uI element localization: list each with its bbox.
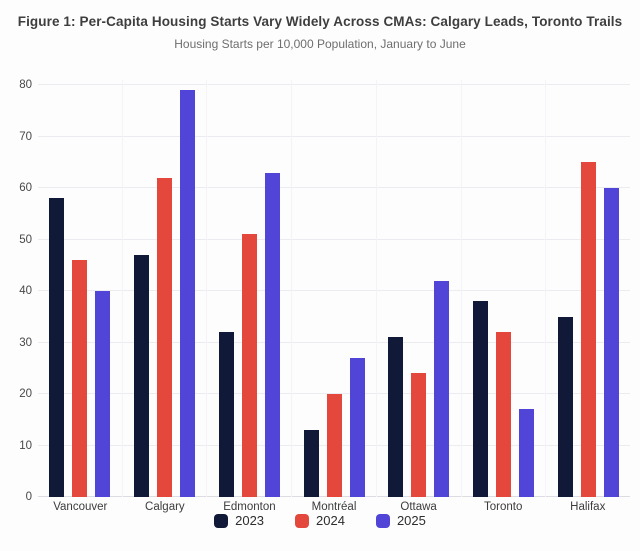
bar-montréal-2025 (349, 357, 365, 497)
bar-calgary-2025 (180, 90, 196, 497)
bar-ottawa-2023 (388, 337, 404, 497)
legend-swatch-2024 (295, 513, 310, 528)
legend-swatch-2025 (375, 513, 390, 528)
gridline-y-70 (38, 135, 630, 137)
legend: 2023 2024 2025 (0, 513, 640, 528)
bar-group-vancouver (38, 80, 122, 497)
bar-vancouver-2024 (72, 260, 88, 497)
bar-ottawa-2024 (411, 373, 427, 497)
legend-label-2025: 2025 (396, 513, 426, 528)
plot-area (38, 80, 630, 497)
legend-item-2023[interactable]: 2023 (214, 513, 264, 528)
x-axis-label-ottawa: Ottawa (400, 501, 437, 513)
y-tick-label: 60 (19, 182, 32, 194)
gridline-y-40 (38, 290, 630, 291)
y-tick-label: 20 (19, 388, 32, 400)
y-tick-label: 50 (19, 233, 32, 246)
bar-group-halifax (545, 80, 630, 497)
legend-item-2024[interactable]: 2024 (295, 513, 345, 528)
bar-toronto-2023 (472, 301, 488, 497)
bar-halifax-2024 (580, 162, 596, 497)
y-tick-label: 10 (19, 439, 32, 452)
legend-swatch-2023 (214, 513, 229, 528)
bar-vancouver-2025 (95, 291, 111, 497)
gridline-y-50 (38, 238, 630, 240)
y-tick-label: 80 (19, 79, 32, 91)
bar-group-toronto (460, 80, 546, 497)
y-tick-label: 30 (19, 336, 32, 349)
bar-edmonton-2023 (218, 332, 234, 497)
bar-edmonton-2024 (241, 234, 257, 497)
bar-group-edmonton (206, 80, 291, 497)
bar-group-ottawa (375, 80, 461, 497)
bar-group-calgary (121, 80, 207, 497)
bar-vancouver-2023 (49, 198, 65, 497)
gridline-y-20 (38, 393, 630, 394)
legend-item-2025[interactable]: 2025 (375, 513, 426, 528)
bar-calgary-2024 (157, 177, 173, 497)
bar-toronto-2024 (495, 332, 511, 497)
bar-montréal-2024 (326, 394, 342, 497)
gridline-y-60 (38, 187, 630, 188)
x-axis-label-toronto: Toronto (484, 501, 523, 513)
legend-label-2024: 2024 (316, 513, 345, 528)
bar-toronto-2025 (518, 409, 534, 497)
gridline-y-80 (38, 84, 630, 85)
x-axis-labels: Vancouver Calgary Edmonton Montréal Ottawa To… (38, 501, 630, 513)
bar-ottawa-2025 (434, 280, 450, 497)
chart-title: Figure 1: Per-Capita Housing Starts Vary… (17, 14, 623, 29)
bar-halifax-2023 (557, 316, 573, 497)
chart-subtitle: Housing Starts per 10,000 Population, Ja… (174, 37, 466, 51)
x-axis-label-calgary: Calgary (145, 501, 185, 513)
bar-calgary-2023 (134, 254, 150, 497)
legend-label-2023: 2023 (235, 513, 265, 528)
bar-edmonton-2025 (264, 172, 280, 497)
bar-groups (38, 80, 630, 497)
y-tick-label: 0 (25, 491, 32, 503)
x-axis-label-montréal: Montréal (311, 501, 357, 513)
bar-halifax-2025 (603, 188, 619, 497)
y-tick-label: 70 (19, 130, 32, 143)
bar-montréal-2023 (303, 430, 319, 497)
gridline-y-30 (38, 341, 630, 343)
bar-group-montréal (291, 80, 376, 497)
x-axis-label-vancouver: Vancouver (53, 501, 108, 513)
y-tick-label: 40 (19, 285, 32, 297)
x-axis-label-halifax: Halifax (570, 501, 606, 513)
x-axis-label-edmonton: Edmonton (223, 501, 276, 513)
